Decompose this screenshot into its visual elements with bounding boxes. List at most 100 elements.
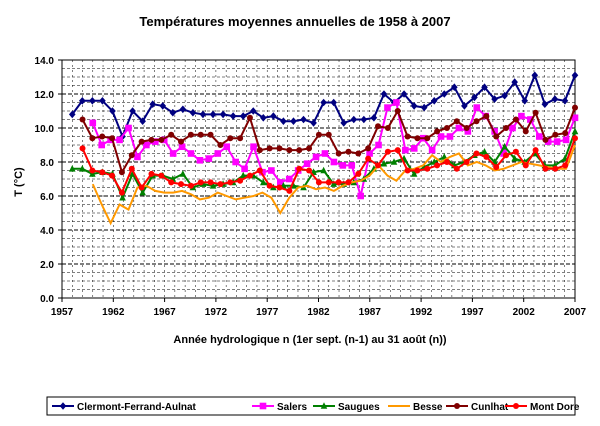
series-clermont-ferrand-aulnat [68,71,579,141]
data-point [187,182,194,189]
data-point [237,135,244,142]
y-tick-label: 6.0 [40,192,54,203]
data-point [285,175,293,183]
legend-marker [259,402,267,410]
data-point [355,170,362,177]
series-line [91,144,576,226]
data-point [394,147,401,154]
data-point [125,124,132,132]
data-point [380,159,388,167]
x-tick-label: 1957 [51,307,74,318]
data-point [491,95,498,103]
data-point [562,130,569,137]
data-point [360,115,368,124]
x-tick-label: 1992 [410,307,433,318]
legend-marker [59,402,67,410]
data-point [424,135,431,142]
data-point [571,114,579,122]
data-point [290,117,297,125]
data-point [493,133,500,140]
data-point [345,179,352,186]
legend-marker [513,403,519,409]
x-tick-label: 2007 [564,307,587,318]
legend-marker [454,403,460,409]
data-point [229,112,237,120]
data-point [79,97,86,105]
data-point [461,102,468,110]
data-point [375,123,382,130]
data-point [118,169,125,176]
data-point [99,133,106,140]
data-point [410,170,418,177]
data-point [256,167,263,174]
data-point [501,91,508,100]
data-point [89,119,97,127]
data-point [178,181,185,188]
data-point [89,167,96,174]
data-point [266,182,273,189]
data-point [532,109,539,116]
legend-label: Cunlhat [471,402,509,413]
data-point [394,108,401,114]
data-point [348,162,356,169]
data-point [320,98,327,107]
data-point [541,100,549,108]
data-point [207,179,214,186]
legend-marker [320,402,328,409]
data-point [205,155,213,162]
data-point [393,99,400,106]
data-point [260,178,267,186]
data-point [390,158,398,165]
data-point [286,187,293,194]
data-point [109,135,116,142]
legend-entry: Salers [252,402,307,413]
data-point [199,110,207,119]
data-point [551,95,559,103]
data-point [443,125,450,131]
data-point [355,150,362,157]
data-point [542,165,549,172]
series-cunlhat [79,104,578,176]
data-point [129,107,136,115]
data-point [143,141,150,149]
data-point [300,115,307,124]
data-point [189,108,197,117]
data-point [250,143,257,150]
y-tick-label: 4.0 [40,226,54,237]
data-point [79,116,86,123]
data-point [169,108,177,117]
legend-label: Clermont-Ferrand-Aulnat [77,402,197,413]
legend-label: Besse [413,402,443,413]
data-point [512,148,519,155]
data-point [99,169,106,176]
data-point [159,102,167,110]
data-point [138,184,145,191]
data-point [366,150,373,157]
data-point [544,138,552,145]
data-point [232,158,239,166]
data-point [553,138,561,145]
x-axis-label: Année hydrologique n (1er sept. (n-1) au… [173,334,447,346]
data-point [561,97,569,105]
data-point [227,135,234,142]
series-besse [91,144,576,226]
data-point [296,165,303,172]
data-point [503,152,510,159]
data-point [463,125,470,131]
data-point [535,133,543,140]
data-point [306,145,313,152]
data-point [158,172,165,179]
data-point [98,141,106,149]
data-point [365,155,372,162]
y-tick-label: 14.0 [35,56,55,67]
legend-entry: Mont Dore [505,402,580,413]
data-point [197,131,204,138]
data-point [260,114,267,122]
data-point [443,159,450,165]
data-point [512,116,519,123]
data-point [509,124,516,132]
data-point [440,90,448,98]
data-point [179,105,187,114]
data-point [246,172,253,179]
data-point [473,150,480,157]
